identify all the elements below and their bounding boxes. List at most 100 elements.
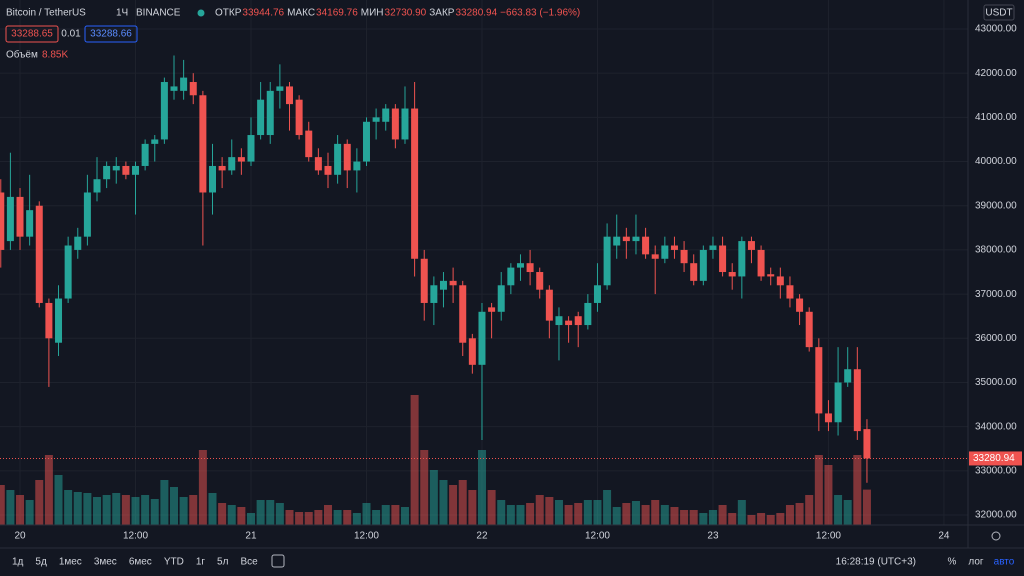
range-button[interactable]: 6мес: [129, 557, 152, 568]
candle-body: [747, 241, 755, 250]
x-tick-label: 12:00: [354, 531, 379, 542]
volume-bar: [660, 505, 669, 525]
volume-bar: [0, 485, 5, 525]
y-tick-label: 42000.00: [975, 68, 1017, 79]
volume-bar: [708, 510, 717, 525]
volume-bar: [102, 495, 111, 525]
candle-body: [844, 369, 852, 383]
ask-box[interactable]: [84, 25, 138, 43]
candle-body: [180, 77, 188, 91]
volume-bar: [718, 505, 727, 525]
volume-bar: [93, 497, 102, 525]
x-tick-label: 23: [707, 531, 719, 542]
range-button[interactable]: Все: [240, 557, 258, 568]
volume-bar: [670, 507, 679, 525]
candle-body: [228, 157, 236, 171]
candle-body: [401, 108, 409, 140]
candle-body: [468, 338, 476, 365]
range-button[interactable]: 1мес: [59, 557, 82, 568]
candle-body: [555, 316, 563, 326]
x-tick-label: 12:00: [123, 531, 148, 542]
volume-bar: [372, 510, 381, 525]
settings-icon[interactable]: [991, 531, 1001, 541]
volume-bar: [747, 515, 756, 525]
clock: 16:28:19 (UTC+3): [836, 557, 916, 568]
volume-bar: [583, 500, 592, 525]
volume-bar: [862, 489, 871, 525]
volume-bar: [439, 480, 448, 525]
candle-body: [853, 369, 861, 432]
candle-body: [699, 249, 707, 281]
candle-body: [603, 236, 611, 286]
volume-bar: [535, 495, 544, 525]
candle-body: [276, 86, 284, 91]
log-toggle[interactable]: лог: [968, 557, 984, 568]
volume-bar: [343, 510, 352, 525]
candle-body: [796, 298, 804, 312]
candle-body: [574, 316, 582, 326]
range-button[interactable]: 5д: [35, 557, 47, 568]
currency-box[interactable]: [983, 4, 1015, 21]
percent-toggle[interactable]: %: [948, 557, 957, 568]
volume-bar: [477, 450, 486, 525]
x-tick-label: 24: [938, 531, 950, 542]
range-button[interactable]: 5л: [217, 557, 229, 568]
bid-box[interactable]: [5, 25, 59, 43]
range-button[interactable]: 3мес: [94, 557, 117, 568]
volume-bar: [420, 450, 429, 525]
candle-body: [324, 165, 332, 175]
status-dot: [197, 9, 205, 17]
volume-bar: [150, 499, 159, 525]
volume-bar: [121, 495, 130, 525]
candle-body: [805, 311, 813, 348]
volume-bar: [391, 505, 400, 525]
candle-body: [661, 245, 669, 259]
goto-date-icon[interactable]: [271, 554, 285, 568]
interval: 1Ч: [116, 8, 128, 19]
volume-bar: [641, 505, 650, 525]
candle-body: [189, 82, 197, 96]
volume-bar: [237, 507, 246, 525]
candle-body: [815, 347, 823, 414]
readout-value: 32730.90: [385, 8, 427, 19]
volume-bar: [526, 503, 535, 525]
volume-bar: [304, 512, 313, 525]
auto-toggle[interactable]: авто: [994, 557, 1015, 568]
last-price-label: 33280.94: [973, 453, 1015, 464]
candle-body: [411, 108, 419, 259]
y-tick-label: 35000.00: [975, 377, 1017, 388]
candle-body: [103, 165, 111, 180]
candle-body: [497, 285, 505, 312]
volume-bar: [323, 505, 332, 525]
spread: 0.01: [61, 29, 81, 40]
currency: USDT: [985, 8, 1012, 19]
volume-bar: [275, 503, 284, 525]
volume-bar: [6, 490, 15, 525]
candle-body: [55, 298, 63, 343]
candle-body: [112, 165, 120, 171]
volume-bar: [410, 395, 419, 525]
volume-bar: [458, 480, 467, 525]
candle-body: [132, 165, 140, 175]
volume-bar: [843, 500, 852, 525]
candle-body: [430, 285, 438, 303]
candle-body: [738, 241, 746, 277]
candle-body: [334, 143, 342, 175]
volume-bar: [545, 497, 554, 525]
volume-bar: [198, 450, 207, 525]
volume-bar: [352, 513, 361, 525]
volume-bar: [246, 513, 255, 525]
candle-body: [314, 157, 322, 171]
candle-body: [488, 307, 496, 312]
x-tick-label: 12:00: [585, 531, 610, 542]
range-button[interactable]: 1д: [12, 557, 24, 568]
volume-bar: [333, 510, 342, 525]
candle-body: [449, 280, 457, 286]
candle-body: [728, 272, 736, 277]
candle-body: [257, 99, 265, 136]
range-button[interactable]: YTD: [164, 557, 184, 568]
candle-body: [670, 245, 678, 250]
volume-bar: [429, 470, 438, 525]
range-button[interactable]: 1г: [196, 557, 206, 568]
candle-body: [459, 285, 467, 343]
